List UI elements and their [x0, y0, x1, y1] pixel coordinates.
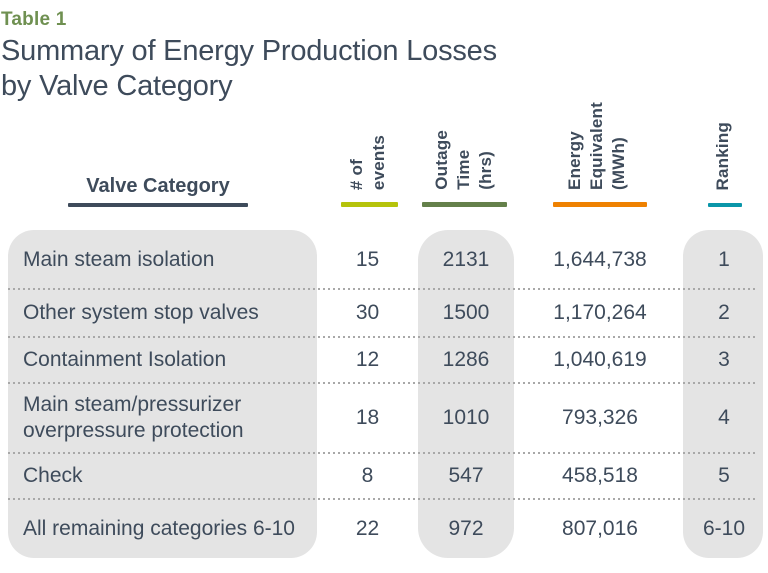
category-cell: Main steam isolation: [23, 247, 215, 271]
events-cell: 12: [355, 348, 380, 371]
events-cell: 30: [355, 301, 380, 324]
category-cell: All remaining categories 6-10: [23, 516, 295, 540]
energy-cell: 1,170,264: [553, 301, 647, 324]
row-separator: [8, 498, 755, 500]
ranking-column-pill: [683, 230, 763, 558]
ranking-cell: 3: [718, 348, 730, 371]
data-grid: Main steam isolation 15 2131 1,644,738 1…: [8, 230, 762, 558]
outage-underline: [422, 202, 507, 207]
outage-cell: 972: [448, 516, 484, 540]
energy-cell: 793,326: [562, 406, 638, 429]
energy-cell: 1,644,738: [553, 247, 647, 271]
category-cell: Main steam/pressurizer overpressure prot…: [23, 393, 244, 442]
table-body-panel: [8, 230, 317, 558]
row-separator: [8, 382, 755, 384]
row-separator: [8, 452, 755, 454]
ranking-cell: 5: [718, 464, 730, 487]
events-underline: [341, 202, 398, 207]
outage-cell: 547: [448, 464, 484, 487]
column-header-outage-time: Outage Time (hrs): [432, 130, 495, 190]
ranking-cell: 4: [718, 406, 730, 429]
table-number-label: Table 1: [1, 9, 67, 30]
energy-cell: 458,518: [562, 464, 638, 487]
events-cell: 22: [355, 516, 380, 540]
ranking-cell: 1: [718, 247, 730, 271]
column-header-events: # of events: [347, 134, 388, 190]
events-cell: 18: [355, 406, 380, 429]
ranking-underline: [708, 203, 742, 207]
ranking-cell: 2: [718, 301, 730, 324]
energy-underline: [553, 202, 647, 207]
ranking-cell: 6-10: [702, 516, 746, 540]
category-cell: Other system stop valves: [23, 301, 259, 324]
outage-cell: 1286: [442, 348, 490, 371]
energy-cell: 807,016: [562, 516, 638, 540]
valve-category-underline: [68, 203, 248, 207]
category-cell: Containment Isolation: [23, 348, 227, 371]
outage-cell: 2131: [442, 247, 490, 271]
events-cell: 8: [361, 464, 374, 487]
outage-column-pill: [418, 230, 514, 558]
energy-cell: 1,040,619: [553, 348, 647, 371]
outage-cell: 1010: [442, 406, 490, 429]
row-separator: [8, 288, 755, 290]
figure-title: Summary of Energy Production Losses by V…: [1, 35, 497, 102]
row-separator: [8, 336, 755, 338]
column-header-valve-category: Valve Category: [86, 175, 230, 197]
outage-cell: 1500: [442, 301, 490, 324]
column-header-ranking: Ranking: [713, 121, 732, 190]
events-cell: 15: [355, 247, 380, 271]
category-cell: Check: [23, 464, 83, 487]
column-header-energy-equivalent: Energy Equivalent (MWh): [565, 102, 628, 190]
